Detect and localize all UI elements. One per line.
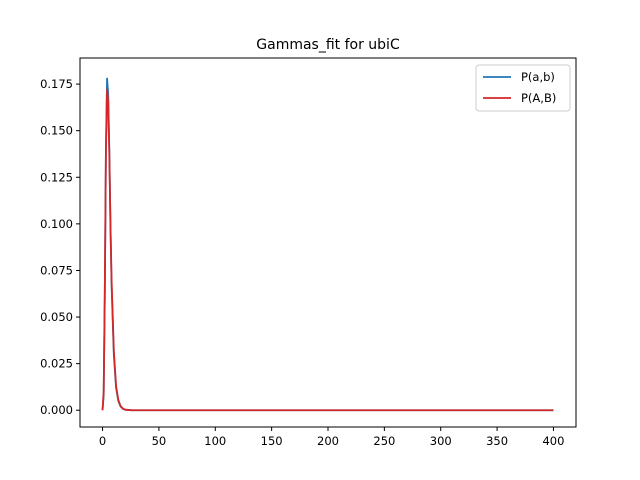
legend: P(a,b) P(A,B) bbox=[475, 64, 571, 112]
x-tick-label: 250 bbox=[373, 434, 395, 448]
series-line-p-a-b bbox=[101, 77, 554, 412]
series-layer bbox=[101, 77, 554, 412]
legend-label: P(A,B) bbox=[521, 91, 556, 105]
y-tick-label: 0.000 bbox=[40, 403, 73, 417]
y-tick-label: 0.100 bbox=[40, 217, 73, 231]
plot-area bbox=[79, 57, 577, 428]
y-tick-label: 0.025 bbox=[40, 357, 73, 371]
y-tick-label: 0.175 bbox=[40, 77, 73, 91]
x-tick-label: 0 bbox=[99, 434, 106, 448]
x-tick-label: 50 bbox=[152, 434, 167, 448]
x-tick-label: 300 bbox=[430, 434, 452, 448]
y-tick-label: 0.150 bbox=[40, 124, 73, 138]
x-tick-label: 100 bbox=[204, 434, 226, 448]
chart-title: Gammas_fit for ubiC bbox=[256, 37, 400, 53]
x-tick-label: 400 bbox=[542, 434, 564, 448]
x-tick-label: 350 bbox=[486, 434, 508, 448]
legend-label: P(a,b) bbox=[521, 70, 555, 84]
y-tick-label: 0.075 bbox=[40, 263, 73, 277]
series-line-p-big-a-b bbox=[101, 88, 554, 412]
y-tick-label: 0.050 bbox=[40, 310, 73, 324]
y-tick-label: 0.125 bbox=[40, 170, 73, 184]
x-axis: 0 50 100 150 200 250 300 350 400 bbox=[99, 427, 564, 448]
x-tick-label: 150 bbox=[261, 434, 283, 448]
y-axis: 0.000 0.025 0.050 0.075 0.100 0.125 0.150 0.175 bbox=[40, 77, 80, 417]
x-tick-label: 200 bbox=[317, 434, 339, 448]
